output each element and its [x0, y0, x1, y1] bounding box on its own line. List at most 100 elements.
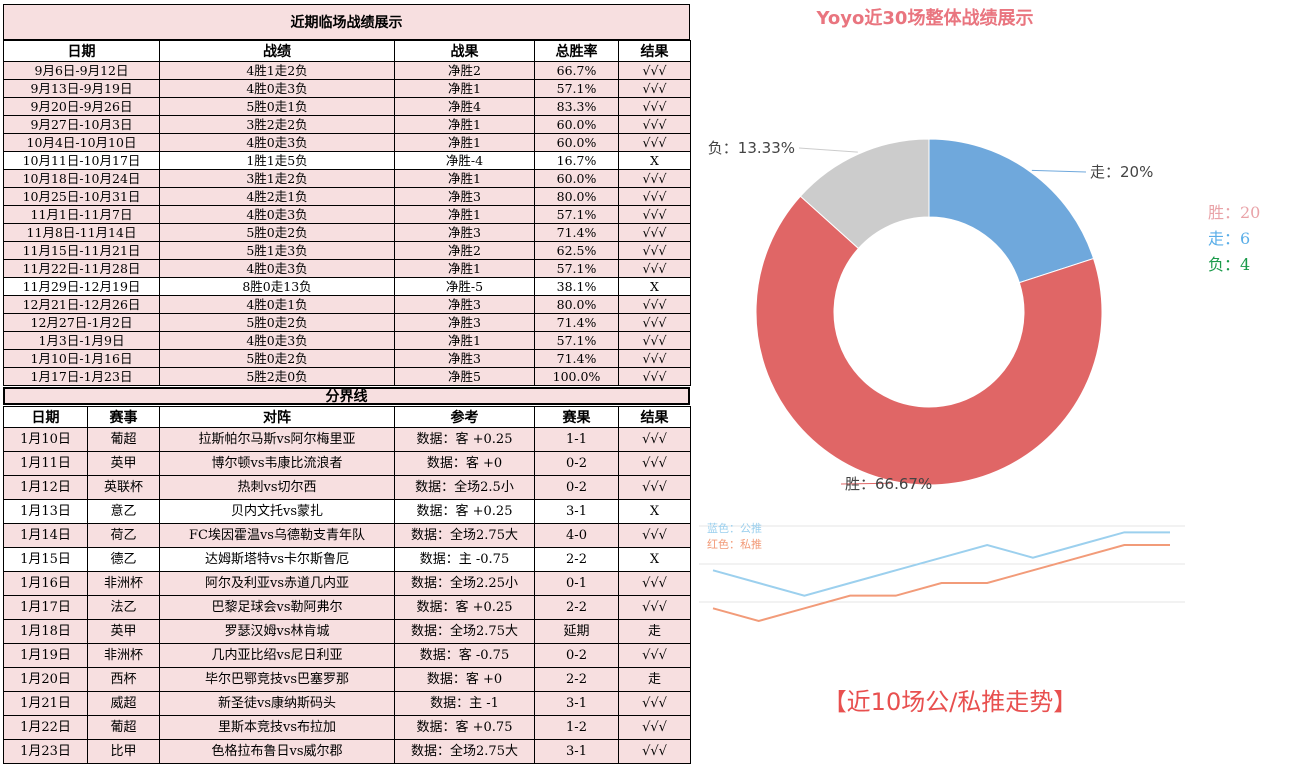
table-cell: √√√: [618, 133, 691, 152]
table-cell: √√√: [618, 475, 691, 500]
table-cell: √√√: [618, 241, 691, 260]
table-cell: 色格拉布鲁日vs威尔郡: [159, 739, 395, 764]
table-cell: 净胜1: [394, 205, 535, 224]
weekly-header-row: 日期 战绩 战果 总胜率 结果: [3, 40, 691, 62]
table-row: 11月15日-11月21日 5胜1走3负 净胜2 62.5% √√√: [3, 241, 691, 260]
table-cell: 57.1%: [534, 205, 619, 224]
table-cell: √√√: [618, 187, 691, 206]
table-cell: 净胜5: [394, 367, 535, 386]
table-cell: 热刺vs切尔西: [159, 475, 395, 500]
table-row: 1月19日 非洲杯 几内亚比绍vs尼日利亚 数据：客 -0.75 0-2 √√√: [3, 643, 691, 668]
table-row: 1月10日 葡超 拉斯帕尔马斯vs阿尔梅里亚 数据：客 +0.25 1-1 √√√: [3, 427, 691, 452]
table-cell: 1-2: [534, 715, 619, 740]
daily-header-cell: 赛果: [534, 406, 619, 428]
pie-slice: [799, 138, 930, 250]
table-cell: 2-2: [534, 595, 619, 620]
table-cell: 净胜3: [394, 295, 535, 314]
table-cell: 净胜1: [394, 259, 535, 278]
table-cell: 1月11日: [3, 451, 88, 476]
table-cell: 60.0%: [534, 169, 619, 188]
table-cell: 0-2: [534, 475, 619, 500]
table-cell: 1月21日: [3, 691, 88, 716]
table-cell: 60.0%: [534, 133, 619, 152]
weekly-header-cell: 总胜率: [534, 40, 619, 62]
count-item: 胜：20: [1208, 203, 1261, 222]
table-cell: 62.5%: [534, 241, 619, 260]
table-cell: 达姆斯塔特vs卡尔斯鲁厄: [159, 547, 395, 572]
table-cell: 净胜2: [394, 61, 535, 80]
table-cell: √√√: [618, 715, 691, 740]
table-cell: 38.1%: [534, 277, 619, 296]
table-cell: √√√: [618, 643, 691, 668]
table-cell: 净胜3: [394, 313, 535, 332]
table-cell: √√√: [618, 739, 691, 764]
table-cell: 66.7%: [534, 61, 619, 80]
table-row: 1月3日-1月9日 4胜0走3负 净胜1 57.1% √√√: [3, 331, 691, 350]
daily-header-cell: 参考: [394, 406, 535, 428]
table-cell: 1月3日-1月9日: [3, 331, 160, 350]
table-row: 10月18日-10月24日 3胜1走2负 净胜1 60.0% √√√: [3, 169, 691, 188]
records-title: 近期临场战绩展示: [3, 4, 690, 40]
records-panel: 近期临场战绩展示 日期 战绩 战果 总胜率 结果 9月6日-9月12日 4胜1走2负 净胜2…: [3, 4, 691, 764]
pie-slice-label: 胜：66.67%: [845, 475, 932, 493]
trend-series-line: [712, 531, 1170, 597]
table-cell: 英联杯: [87, 475, 160, 500]
table-cell: 数据：客 +0: [394, 667, 535, 692]
count-item: 走：6: [1208, 229, 1251, 248]
table-cell: 9月6日-9月12日: [3, 61, 160, 80]
table-cell: 净胜3: [394, 349, 535, 368]
weekly-header-cell: 战果: [394, 40, 535, 62]
table-cell: 60.0%: [534, 115, 619, 134]
table-cell: 净胜3: [394, 187, 535, 206]
table-cell: 1月20日: [3, 667, 88, 692]
table-cell: 0-2: [534, 451, 619, 476]
table-cell: 1月19日: [3, 643, 88, 668]
table-cell: 2-2: [534, 547, 619, 572]
table-cell: 拉斯帕尔马斯vs阿尔梅里亚: [159, 427, 395, 452]
table-cell: 数据：主 -0.75: [394, 547, 535, 572]
table-cell: 1月14日: [3, 523, 88, 548]
table-cell: 4-0: [534, 523, 619, 548]
table-cell: 数据：全场2.75大: [394, 619, 535, 644]
table-cell: 1-1: [534, 427, 619, 452]
table-cell: √√√: [618, 169, 691, 188]
table-cell: 16.7%: [534, 151, 619, 170]
table-cell: 净胜1: [394, 169, 535, 188]
table-row: 11月8日-11月14日 5胜0走2负 净胜3 71.4% √√√: [3, 223, 691, 242]
table-row: 1月11日 英甲 博尔顿vs韦康比流浪者 数据：客 +0 0-2 √√√: [3, 451, 691, 476]
table-cell: 新圣徒vs康纳斯码头: [159, 691, 395, 716]
table-cell: 5胜0走2负: [159, 349, 395, 368]
table-cell: 博尔顿vs韦康比流浪者: [159, 451, 395, 476]
table-cell: √√√: [618, 79, 691, 98]
table-cell: 71.4%: [534, 223, 619, 242]
table-cell: 71.4%: [534, 349, 619, 368]
table-cell: 1月17日-1月23日: [3, 367, 160, 386]
table-cell: 非洲杯: [87, 571, 160, 596]
table-cell: √√√: [618, 691, 691, 716]
pie-leader-line: [840, 482, 893, 485]
weekly-header-cell: 结果: [618, 40, 691, 62]
table-cell: 4胜0走3负: [159, 205, 395, 224]
table-cell: 数据：客 +0.25: [394, 499, 535, 524]
table-cell: 葡超: [87, 715, 160, 740]
table-cell: 11月8日-11月14日: [3, 223, 160, 242]
table-row: 9月13日-9月19日 4胜0走3负 净胜1 57.1% √√√: [3, 79, 691, 98]
table-row: 12月27日-1月2日 5胜0走2负 净胜3 71.4% √√√: [3, 313, 691, 332]
table-row: 1月18日 英甲 罗瑟汉姆vs林肯城 数据：全场2.75大 延期走: [3, 619, 691, 644]
pie-leader-line: [1031, 169, 1087, 173]
table-cell: 净胜4: [394, 97, 535, 116]
table-cell: 德乙: [87, 547, 160, 572]
table-cell: 5胜0走2负: [159, 313, 395, 332]
table-cell: 走: [618, 667, 691, 692]
table-cell: 2-2: [534, 667, 619, 692]
table-cell: 净胜-5: [394, 277, 535, 296]
table-cell: 10月18日-10月24日: [3, 169, 160, 188]
table-cell: 西杯: [87, 667, 160, 692]
table-cell: 4胜2走1负: [159, 187, 395, 206]
table-row: 12月21日-12月26日 4胜0走1负 净胜3 80.0% √√√: [3, 295, 691, 314]
daily-header-cell: 结果: [618, 406, 691, 428]
table-cell: √√√: [618, 427, 691, 452]
table-cell: √√√: [618, 331, 691, 350]
count-item: 负：4: [1208, 255, 1251, 274]
table-cell: 威超: [87, 691, 160, 716]
